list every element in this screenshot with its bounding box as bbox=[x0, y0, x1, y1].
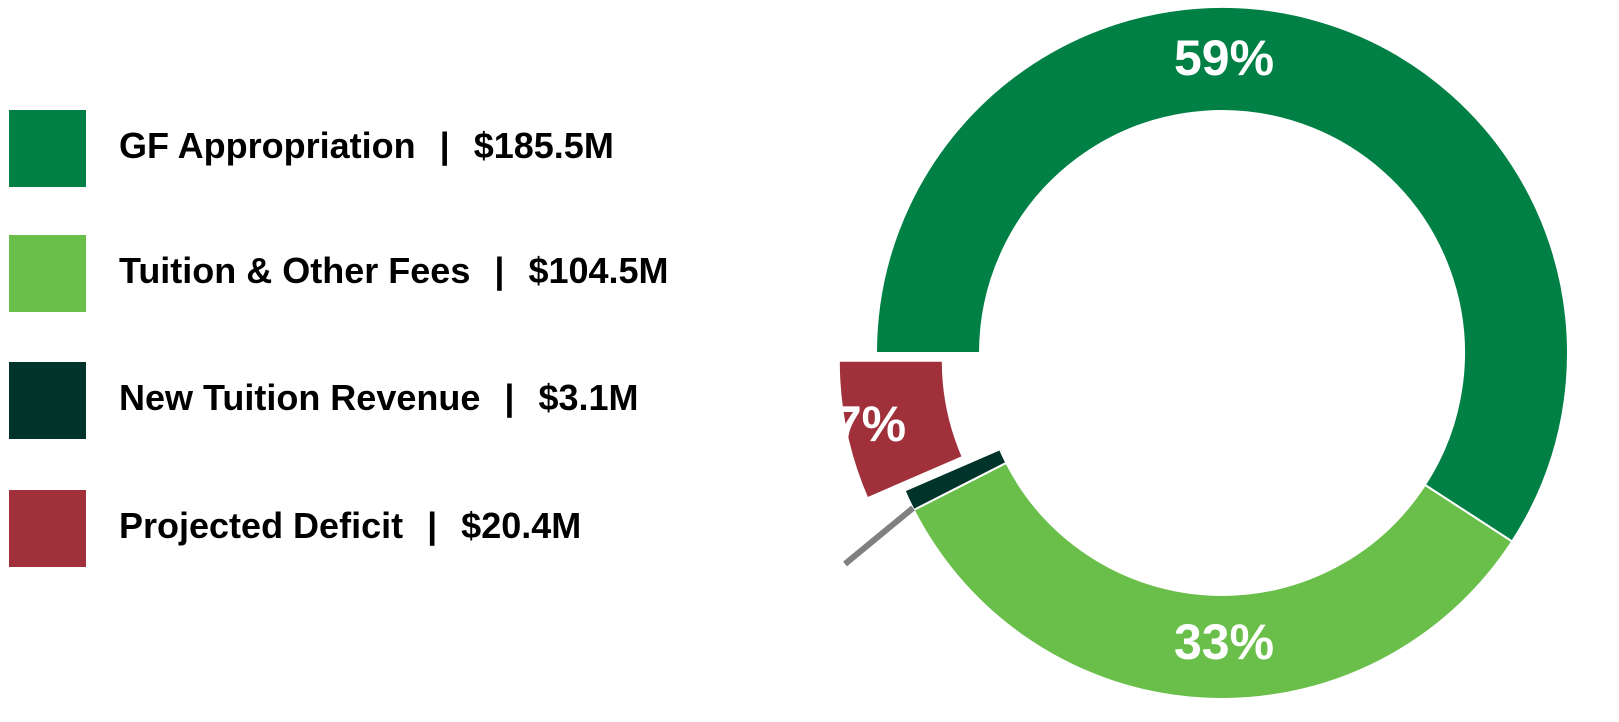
legend-separator: | bbox=[440, 125, 450, 167]
percent-label: 1% bbox=[790, 571, 862, 627]
donut-segment bbox=[837, 359, 965, 500]
percent-label: 7% bbox=[834, 396, 906, 452]
legend-separator: | bbox=[427, 505, 437, 547]
legend-entry: New Tuition Revenue | $3.1M bbox=[119, 377, 639, 419]
percent-label: 59% bbox=[1174, 30, 1274, 86]
donut-segment bbox=[912, 461, 1514, 700]
legend-value: $104.5M bbox=[528, 250, 668, 291]
legend-separator: | bbox=[504, 377, 514, 419]
legend-label: New Tuition Revenue bbox=[119, 377, 480, 418]
legend-value: $20.4M bbox=[461, 505, 581, 546]
legend-entry: Tuition & Other Fees | $104.5M bbox=[119, 250, 669, 292]
legend-value: $185.5M bbox=[474, 125, 614, 166]
legend-entry: Projected Deficit | $20.4M bbox=[119, 505, 581, 547]
donut-segment bbox=[903, 447, 1008, 512]
legend-label: Tuition & Other Fees bbox=[119, 250, 470, 291]
legend-swatch bbox=[9, 490, 86, 567]
legend-label: GF Appropriation bbox=[119, 125, 416, 166]
legend-label: Projected Deficit bbox=[119, 505, 403, 546]
leader-line bbox=[843, 505, 915, 567]
legend-swatch bbox=[9, 235, 86, 312]
legend-entry: GF Appropriation | $185.5M bbox=[119, 125, 614, 167]
legend-swatch bbox=[9, 110, 86, 187]
donut-segment bbox=[874, 5, 1569, 543]
legend-swatch bbox=[9, 362, 86, 439]
percent-label: 33% bbox=[1174, 614, 1274, 670]
legend-value: $3.1M bbox=[538, 377, 638, 418]
legend-separator: | bbox=[494, 250, 504, 292]
